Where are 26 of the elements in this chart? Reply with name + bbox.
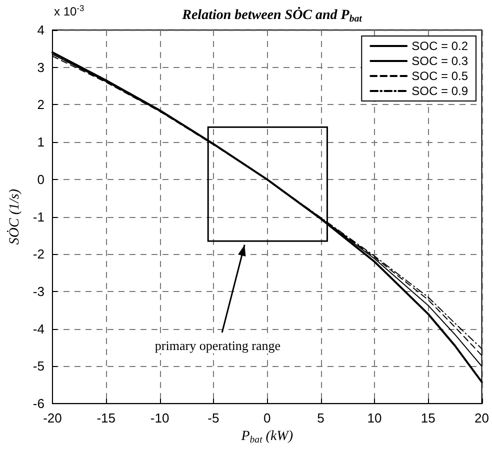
y-tick-label: -2 (32, 246, 44, 262)
x-tick-label: 15 (420, 410, 436, 426)
x-tick-label: 10 (367, 410, 382, 426)
x-tick-label: -10 (150, 410, 170, 426)
x-tick-label: -15 (96, 410, 116, 426)
x-tick-label: 5 (317, 410, 324, 426)
y-tick-label: 1 (37, 134, 44, 150)
x-tick-label: -20 (43, 410, 62, 426)
legend-label: SOC = 0.5 (412, 69, 468, 83)
legend-label: SOC = 0.9 (412, 84, 468, 98)
x-tick-label: 20 (474, 410, 490, 426)
y-axis-title: SȮC (1/s) (6, 188, 22, 245)
y-tick-label: 3 (37, 60, 44, 75)
y-tick-label: -4 (32, 321, 44, 336)
x-tick-label: 0 (263, 410, 271, 426)
x-tick-label: -5 (208, 410, 220, 426)
y-tick-label: -3 (32, 284, 44, 300)
legend-label: SOC = 0.3 (412, 54, 468, 68)
legend-label: SOC = 0.2 (412, 39, 468, 53)
y-tick-label: -6 (32, 396, 44, 412)
annotation: primary operating range (154, 338, 281, 354)
y-tick-label: -5 (32, 358, 44, 374)
y-tick-label: 4 (37, 22, 44, 38)
y-tick-label: 2 (37, 97, 44, 112)
y-tick-label: -1 (32, 209, 44, 224)
y-tick-label: 0 (37, 172, 44, 187)
